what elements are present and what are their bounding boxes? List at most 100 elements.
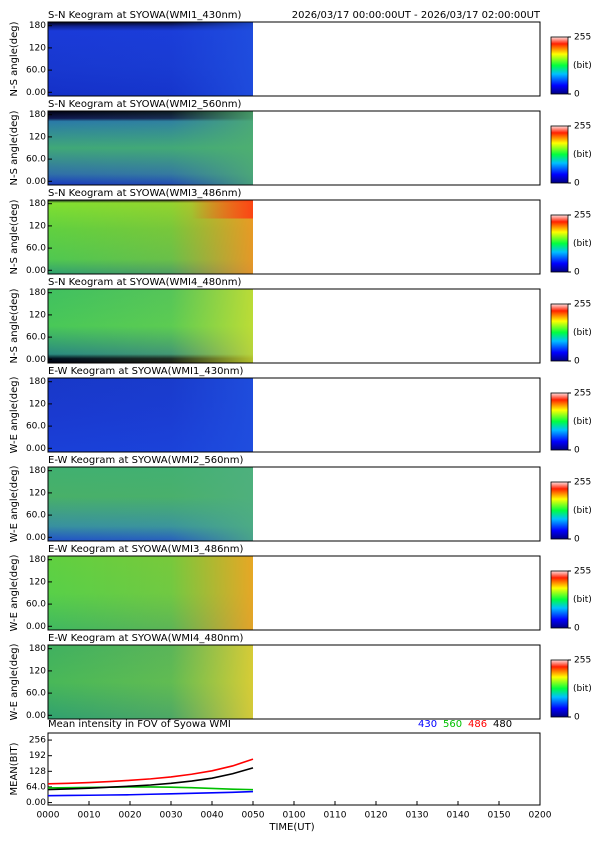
y-tick-label: 0.00 [26, 266, 46, 276]
colorbar-label: (bit) [573, 328, 592, 338]
panel-title: E-W Keogram at SYOWA(WMI2_560nm) [48, 455, 244, 466]
legend-entry: 560 [443, 719, 462, 730]
colorbar-label: (bit) [573, 61, 592, 71]
plot-frame [47, 466, 541, 542]
colorbar-label: (bit) [573, 150, 592, 160]
x-tick-label: 0150 [488, 811, 511, 821]
y-tick-label: 180 [29, 21, 46, 31]
x-tick-label: 0100 [283, 811, 306, 821]
y-axis-label: N-S angle(deg) [9, 110, 20, 185]
keogram-image-overlay [48, 556, 253, 630]
colorbar-tick-label: 0 [574, 90, 580, 100]
y-tick-label: 120 [29, 310, 46, 320]
chart-title: Mean intensity in FOV of Syowa WMI [48, 719, 231, 730]
colorbar-tick-label: 0 [574, 179, 580, 189]
series-line [47, 790, 254, 797]
series-line [47, 767, 254, 791]
y-tick-label: 64.0 [26, 782, 46, 792]
panel-title: S-N Keogram at SYOWA(WMI4_480nm) [48, 277, 242, 288]
keogram-image-overlay [48, 467, 253, 541]
colorbar [550, 125, 569, 184]
colorbar-tick-label: 255 [574, 389, 591, 399]
y-tick-label: 120 [29, 577, 46, 587]
y-axis-label: W-E angle(deg) [9, 376, 20, 453]
y-tick-label: 60.0 [26, 333, 46, 343]
colorbar-tick-label: 0 [574, 357, 580, 367]
y-tick-label: 0.00 [26, 355, 46, 365]
y-tick-label: 256 [29, 736, 46, 746]
keogram-image-overlay [48, 111, 253, 185]
y-axis-label: W-E angle(deg) [9, 465, 20, 542]
panel-title: S-N Keogram at SYOWA(WMI2_560nm) [48, 99, 242, 110]
y-axis-label: W-E angle(deg) [9, 554, 20, 631]
x-tick-label: 0050 [242, 811, 265, 821]
colorbar-tick-label: 255 [574, 122, 591, 132]
y-tick-label: 60.0 [26, 422, 46, 432]
panel-title: E-W Keogram at SYOWA(WMI4_480nm) [48, 633, 244, 644]
colorbar [550, 392, 569, 451]
colorbar-tick-label: 0 [574, 535, 580, 545]
plot-frame [47, 21, 541, 97]
colorbar-tick-label: 255 [574, 567, 591, 577]
legend-entry: 486 [468, 719, 487, 730]
y-tick-label: 192 [29, 751, 46, 761]
y-tick-label: 120 [29, 221, 46, 231]
y-tick-label: 120 [29, 488, 46, 498]
y-axis-label: W-E angle(deg) [9, 643, 20, 720]
y-tick-label: 60.0 [26, 244, 46, 254]
colorbar-label: (bit) [573, 684, 592, 694]
x-tick-label: 0010 [78, 811, 101, 821]
y-tick-label: 120 [29, 399, 46, 409]
keogram-image-overlay [48, 22, 253, 96]
y-axis-label: N-S angle(deg) [9, 199, 20, 274]
y-tick-label: 0.00 [26, 798, 46, 808]
plot-frame [47, 288, 541, 364]
series-line [47, 786, 254, 791]
y-tick-label: 0.00 [26, 533, 46, 543]
keogram-image-overlay [48, 200, 253, 219]
colorbar [550, 303, 569, 362]
x-tick-label: 0200 [529, 811, 552, 821]
x-tick-label: 0140 [447, 811, 470, 821]
y-tick-label: 60.0 [26, 511, 46, 521]
colorbar-tick-label: 255 [574, 478, 591, 488]
x-axis-label: TIME(UT) [268, 822, 314, 833]
panel-title: S-N Keogram at SYOWA(WMI1_430nm) [48, 10, 242, 21]
x-tick-label: 0000 [37, 811, 60, 821]
legend-entry: 430 [418, 719, 437, 730]
y-tick-label: 60.0 [26, 600, 46, 610]
x-tick-label: 0040 [201, 811, 224, 821]
plot-frame [47, 110, 541, 186]
panel-title: E-W Keogram at SYOWA(WMI1_430nm) [48, 366, 244, 377]
y-tick-label: 180 [29, 288, 46, 298]
y-axis-label: N-S angle(deg) [9, 21, 20, 96]
x-tick-label: 0120 [365, 811, 388, 821]
y-axis-label: MEAN(BIT) [9, 742, 20, 795]
y-tick-label: 0.00 [26, 711, 46, 721]
x-tick-label: 0130 [406, 811, 429, 821]
colorbar-label: (bit) [573, 595, 592, 605]
colorbar-tick-label: 255 [574, 656, 591, 666]
colorbar [550, 481, 569, 540]
keogram-image-overlay [48, 378, 253, 452]
panel-title: S-N Keogram at SYOWA(WMI3_486nm) [48, 188, 242, 199]
y-tick-label: 0.00 [26, 177, 46, 187]
colorbar-tick-label: 255 [574, 33, 591, 43]
x-tick-label: 0110 [324, 811, 347, 821]
y-tick-label: 0.00 [26, 444, 46, 454]
colorbar-label: (bit) [573, 417, 592, 427]
colorbar-tick-label: 0 [574, 624, 580, 634]
y-tick-label: 0.00 [26, 622, 46, 632]
plot-frame [47, 644, 541, 720]
y-tick-label: 128 [29, 767, 46, 777]
colorbar-tick-label: 0 [574, 713, 580, 723]
colorbar-tick-label: 0 [574, 268, 580, 278]
y-tick-label: 60.0 [26, 689, 46, 699]
x-tick-label: 0020 [119, 811, 142, 821]
y-tick-label: 180 [29, 377, 46, 387]
colorbar-tick-label: 255 [574, 300, 591, 310]
panel-title: E-W Keogram at SYOWA(WMI3_486nm) [48, 544, 244, 555]
y-tick-label: 120 [29, 132, 46, 142]
y-tick-label: 180 [29, 644, 46, 654]
